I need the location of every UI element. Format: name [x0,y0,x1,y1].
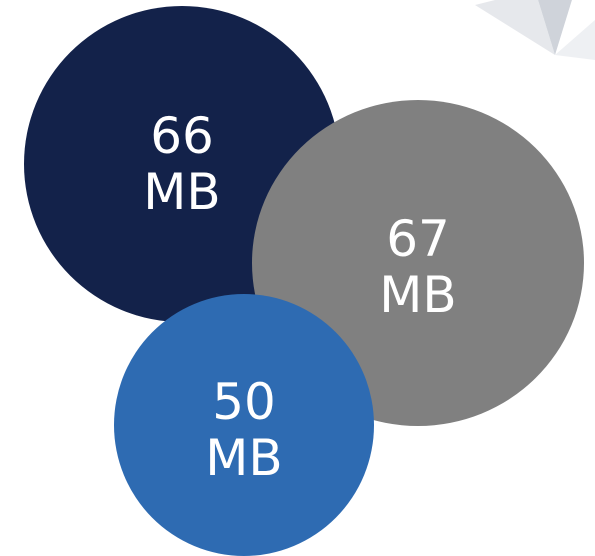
bubble-unit: MB [379,266,457,324]
bubble-value: 50 [212,373,276,431]
bubble-50mb: 50 MB [114,294,374,556]
bubble-unit: MB [205,429,283,487]
bubble-value: 66 [150,107,214,165]
bubble-unit: MB [143,163,221,221]
bubble-value: 67 [386,210,450,268]
corner-decoration [475,0,595,60]
